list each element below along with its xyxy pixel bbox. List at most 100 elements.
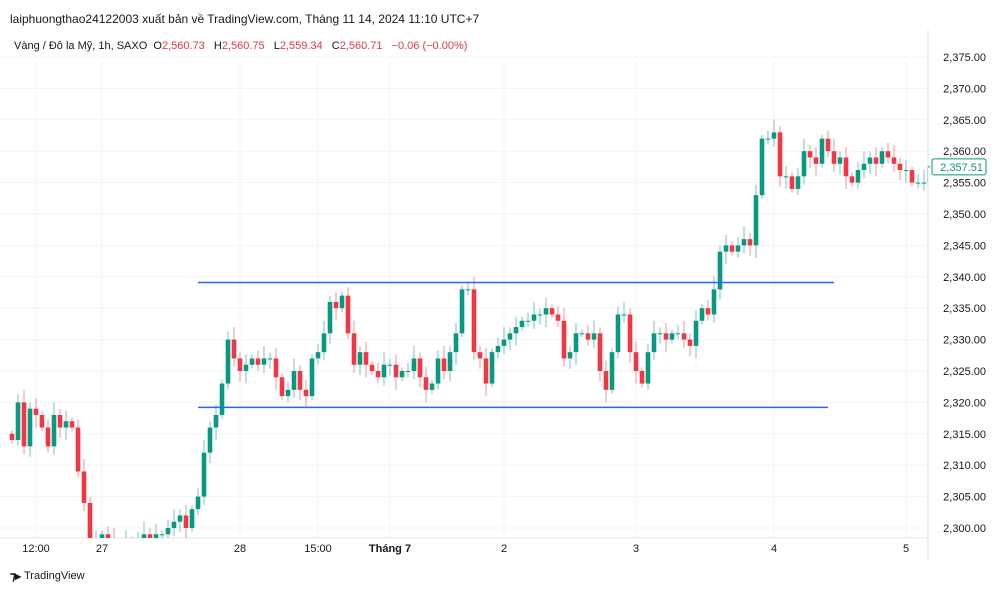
candle [399, 367, 405, 382]
candle [63, 410, 69, 441]
candle-body [309, 358, 315, 397]
last-price-badge [931, 158, 987, 176]
candle [735, 237, 741, 258]
candle-body [723, 245, 729, 252]
candle [543, 297, 549, 328]
x-tick-label: 3 [633, 543, 639, 555]
candle-body [867, 157, 873, 164]
candle-body [165, 528, 171, 535]
candle-body [837, 157, 843, 164]
candle-body [201, 452, 207, 497]
candle-body [375, 371, 381, 378]
candle-body [693, 320, 699, 346]
x-tick-label: 28 [234, 543, 246, 555]
candle [573, 322, 579, 365]
candle-body [399, 371, 405, 378]
y-tick-label: 2,370.00 [943, 83, 986, 95]
candle-body [651, 333, 657, 353]
candle-body [237, 358, 243, 371]
candle-body [345, 295, 351, 334]
y-tick-label: 2,355.00 [943, 178, 986, 190]
candle [453, 322, 459, 365]
candle [465, 281, 471, 296]
candle [21, 389, 27, 455]
candle [279, 373, 285, 400]
candle-body [333, 301, 339, 309]
candle-body [477, 352, 483, 359]
candle [118, 541, 123, 557]
candle-body [801, 151, 807, 177]
candle-body [321, 333, 327, 353]
candle-body [501, 339, 507, 346]
x-tick-label: 12:00 [22, 543, 50, 555]
candle-body [417, 358, 423, 378]
candle-body [363, 352, 369, 365]
candle [381, 352, 387, 386]
candle [131, 536, 133, 538]
candle [15, 394, 21, 447]
candle [285, 381, 291, 403]
candle-body [303, 389, 309, 397]
candle [555, 306, 561, 327]
candle [567, 346, 573, 369]
candle-body [57, 414, 63, 428]
candle [615, 306, 621, 359]
candle [297, 365, 303, 401]
candle [561, 308, 567, 367]
low-label: L [273, 40, 280, 52]
candle-body [231, 339, 237, 359]
candle-body [381, 364, 387, 378]
candle-body [339, 295, 345, 309]
candle-body [45, 427, 51, 447]
candle-body [579, 333, 585, 335]
y-tick-label: 2,365.00 [943, 115, 986, 127]
candle [219, 379, 225, 419]
candle-body [753, 195, 759, 246]
candle-body [591, 333, 597, 340]
candle [207, 421, 213, 464]
candle-body [903, 170, 909, 172]
candle-body [9, 433, 15, 441]
y-tick-label: 2,310.00 [943, 460, 986, 472]
candle [57, 408, 63, 438]
tradingview-footer[interactable]: ⁊▸ TradingView [10, 569, 85, 583]
candle-body [459, 289, 465, 334]
candle-body [136, 541, 141, 547]
candle-body [735, 245, 741, 252]
candle-body [33, 408, 39, 415]
candle [645, 343, 651, 390]
candle-body [447, 352, 453, 371]
candle [321, 320, 327, 361]
candle-body [555, 314, 561, 321]
candle-body [759, 138, 765, 196]
candle-body [267, 358, 273, 360]
candle [351, 320, 357, 373]
candle [603, 360, 609, 403]
candle [261, 345, 267, 373]
candle-body [39, 414, 45, 428]
y-tick-label: 2,315.00 [943, 429, 986, 441]
candle [339, 291, 345, 312]
candle [51, 402, 57, 455]
y-tick-label: 2,305.00 [943, 492, 986, 504]
candle [255, 350, 261, 371]
candle-body [873, 157, 879, 164]
candle [81, 458, 87, 512]
candle [723, 235, 729, 265]
candle-body [273, 358, 279, 378]
candle-body [609, 352, 615, 390]
candle-body [915, 182, 921, 184]
y-tick-label: 2,360.00 [943, 146, 986, 158]
candle-body [843, 157, 849, 177]
candle [393, 354, 399, 390]
y-tick-label: 2,350.00 [943, 209, 986, 221]
candle [165, 519, 171, 538]
y-tick-label: 2,335.00 [943, 303, 986, 315]
candle [411, 345, 417, 380]
candle [237, 352, 243, 382]
candle [879, 147, 885, 168]
candle [537, 308, 543, 325]
candle-body [537, 314, 543, 316]
symbol-name[interactable]: Vàng / Đô la Mỹ, 1h, SAXO [14, 40, 148, 52]
